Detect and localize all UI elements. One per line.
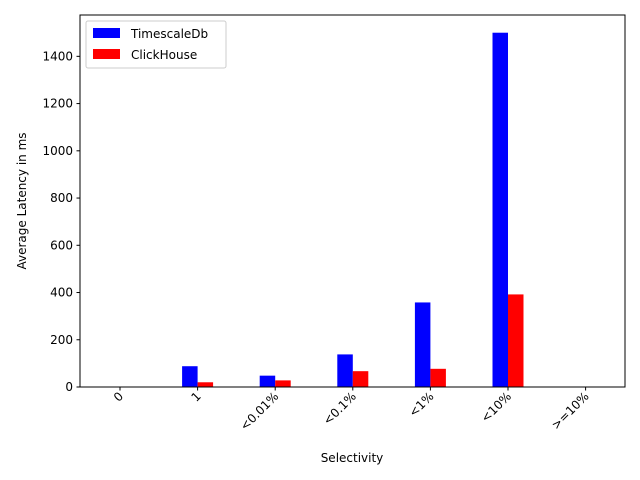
bar-clickhouse-4 (430, 368, 446, 387)
plot-frame (79, 14, 626, 388)
x-axis-label: Selectivity (321, 451, 384, 465)
y-axis: 0 200 400 600 800 1000 1200 1400 (42, 49, 80, 394)
bar-clickhouse-3 (352, 371, 369, 387)
y-tick-label: 0 (65, 380, 73, 394)
x-tick-label: <1% (406, 389, 436, 419)
y-tick-label: 200 (50, 333, 73, 347)
y-tick-label: 600 (50, 238, 73, 252)
x-tick-label: <0.01% (237, 389, 281, 433)
x-tick-label: >=10% (549, 389, 592, 432)
y-tick-label: 1400 (42, 49, 73, 63)
bar-timescaledb-4 (414, 302, 431, 387)
x-tick-label: 1 (188, 389, 203, 404)
bar-clickhouse-5 (508, 294, 524, 387)
y-tick-label: 400 (50, 286, 73, 300)
bar-timescaledb-1 (182, 366, 198, 387)
x-axis: 0 1 <0.01% <0.1% <1% <10% >=10% (111, 387, 592, 433)
legend-swatch-clickhouse (93, 49, 120, 59)
bar-timescaledb-5 (492, 32, 508, 387)
legend-label-timescaledb: TimescaleDb (130, 27, 208, 41)
x-tick-label: <0.1% (320, 389, 359, 428)
bars-layer (182, 32, 524, 387)
bar-clickhouse-2 (275, 380, 291, 387)
y-tick-label: 800 (50, 191, 73, 205)
legend-label-clickhouse: ClickHouse (131, 48, 197, 62)
y-tick-label: 1000 (42, 144, 73, 158)
legend-swatch-timescaledb (93, 28, 120, 38)
y-axis-label: Average Latency in ms (15, 132, 29, 269)
x-tick-label: 0 (111, 389, 126, 404)
bar-timescaledb-3 (337, 354, 353, 387)
legend-box (85, 20, 227, 69)
bar-timescaledb-2 (259, 375, 276, 387)
y-tick-label: 1200 (42, 97, 73, 111)
bar-clickhouse-1 (197, 382, 214, 387)
x-tick-label: <10% (478, 389, 514, 425)
legend: TimescaleDb ClickHouse (85, 20, 227, 69)
